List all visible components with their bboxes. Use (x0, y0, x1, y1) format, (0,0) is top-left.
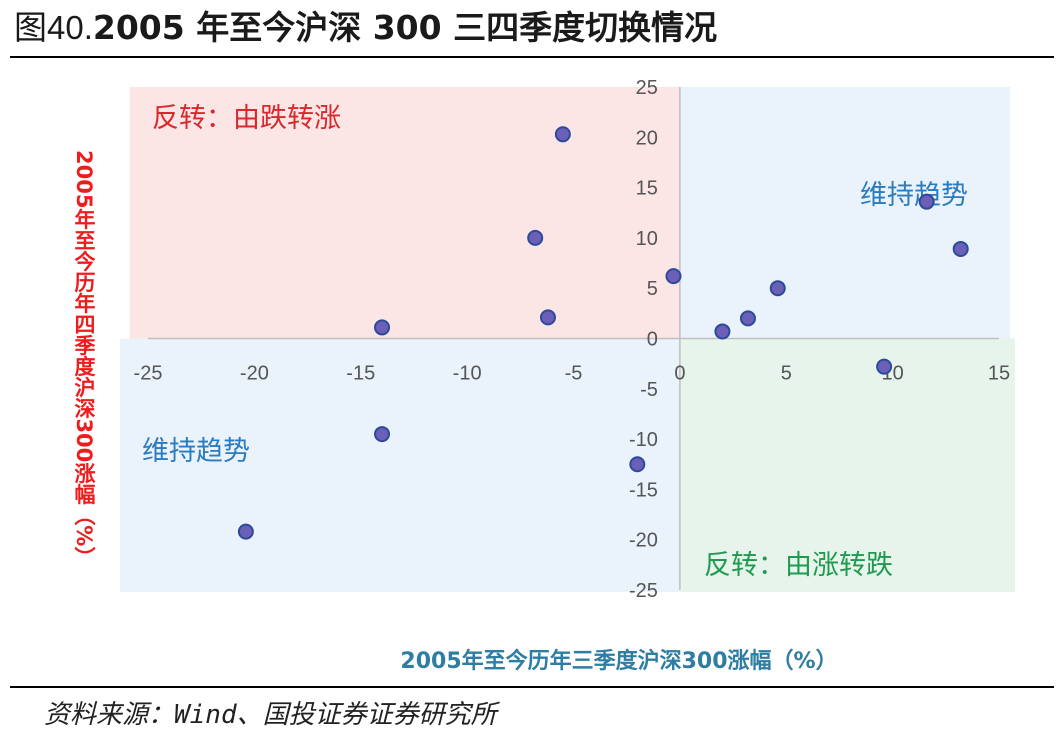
figure-title-text: 2005 年至今沪深 300 三四季度切换情况 (92, 8, 718, 47)
data-point (714, 323, 731, 340)
x-tick-label: 0 (674, 363, 685, 385)
data-point (554, 126, 571, 143)
quadrant-label-bottom-left: 维持趋势 (142, 436, 250, 467)
x-tick-label: 15 (988, 363, 1010, 385)
x-tick-label: 5 (781, 363, 792, 385)
source-note: 资料来源：Wind、国投证券证券研究所 (44, 700, 497, 730)
data-point (918, 193, 935, 210)
data-points (237, 126, 969, 540)
quadrant-label-top-left: 反转：由跌转涨 (152, 103, 341, 134)
y-tick-label: -15 (629, 479, 658, 501)
y-tick-labels: 25 20 15 10 5 0 -5 -10 -15 -20 -25 (629, 77, 658, 602)
figure-title: 图40.2005 年至今沪深 300 三四季度切换情况 (14, 6, 717, 50)
scatter-chart: -25 -20 -15 -10 -5 0 5 10 15 25 20 15 10 5 0 -5 -10 -15 -… (72, 77, 1015, 674)
y-tick-label: -10 (629, 429, 658, 451)
y-tick-label: 25 (636, 77, 658, 99)
data-point (876, 358, 893, 375)
figure-number: 图40. (14, 9, 93, 46)
y-tick-label: 5 (647, 278, 658, 300)
quadrant-top-right-zone (679, 87, 1010, 339)
data-point (374, 319, 391, 336)
quadrant-bottom-left-zone (120, 338, 680, 592)
bottom-divider (10, 686, 1054, 688)
data-point (527, 229, 544, 246)
data-point (952, 240, 969, 257)
x-tick-label: -5 (565, 363, 583, 385)
data-point (769, 280, 786, 297)
quadrant-bottom-right-zone (679, 338, 1015, 592)
y-tick-label: 20 (636, 127, 658, 149)
y-tick-label: -5 (640, 379, 658, 401)
x-tick-label: -25 (134, 363, 163, 385)
data-point (739, 310, 756, 327)
y-axis-title: 2005年至今历年四季度沪深300涨幅（%） (72, 150, 96, 567)
quadrant-label-bottom-right: 反转：由涨转跌 (704, 550, 893, 581)
y-tick-label: 0 (647, 329, 658, 351)
data-point (374, 426, 391, 443)
y-tick-label: -25 (629, 580, 658, 602)
x-tick-label: -15 (346, 363, 375, 385)
x-tick-label: -10 (453, 363, 482, 385)
y-tick-label: 15 (636, 178, 658, 200)
data-point (629, 456, 646, 473)
quadrant-label-top-right: 维持趋势 (860, 180, 968, 211)
y-tick-label: -20 (629, 530, 658, 552)
top-divider (10, 56, 1054, 58)
quadrant-top-left-zone (130, 87, 680, 339)
x-tick-label: -20 (240, 363, 269, 385)
data-point (237, 523, 254, 540)
x-axis-title: 2005年至今历年三季度沪深300涨幅（%） (400, 648, 837, 674)
x-tick-labels: -25 -20 -15 -10 -5 0 5 10 15 (134, 363, 1011, 385)
data-point (539, 309, 556, 326)
y-tick-label: 10 (636, 228, 658, 250)
data-point (665, 268, 682, 285)
